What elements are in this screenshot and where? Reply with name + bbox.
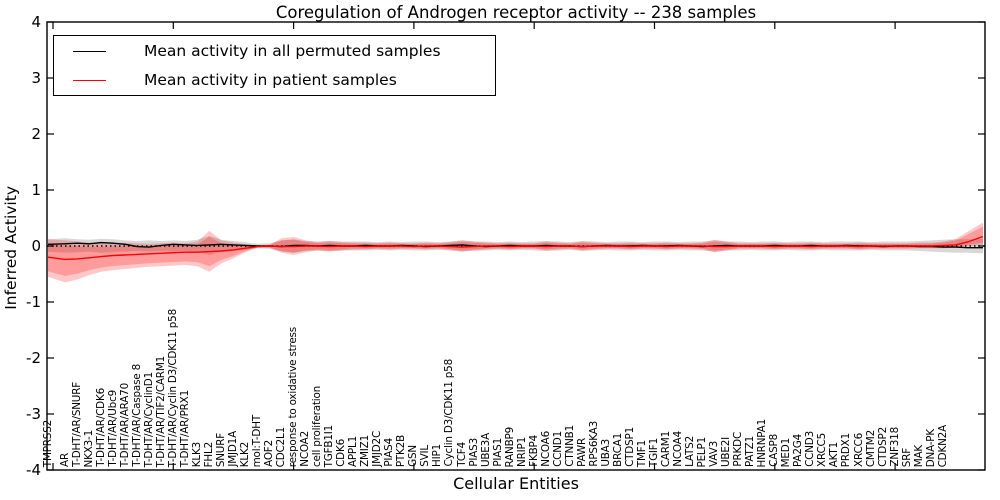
xtick-label: SRF bbox=[900, 447, 913, 467]
xtick-label: CTDSP1 bbox=[623, 427, 636, 467]
patient-samples-band bbox=[48, 222, 983, 283]
xtick-label: XRCC6 bbox=[852, 433, 865, 467]
ytick-label: -2 bbox=[26, 349, 41, 367]
chart-title: Coregulation of Androgen receptor activi… bbox=[275, 3, 757, 22]
permuted-samples-band bbox=[48, 235, 983, 255]
xtick-label: FHL2 bbox=[202, 441, 215, 467]
legend-entry-patient: Mean activity in patient samples bbox=[54, 66, 495, 95]
permuted-mean-line bbox=[47, 241, 983, 249]
ytick-label: -3 bbox=[26, 405, 41, 423]
legend-line-permuted-icon bbox=[73, 50, 106, 52]
xtick-label: UBE3A bbox=[479, 432, 492, 467]
xtick-label: RANBP9 bbox=[503, 426, 516, 467]
legend-entry-permuted: Mean activity in all permuted samples bbox=[54, 37, 495, 66]
xtick-label: TMPRSS2 bbox=[41, 419, 54, 467]
x-axis-label: Cellular Entities bbox=[453, 474, 579, 493]
ytick-label: 0 bbox=[31, 237, 41, 255]
xtick-label: DNA-PK bbox=[924, 428, 937, 467]
legend-line-patient-icon bbox=[73, 79, 106, 81]
xtick-label: UBA3 bbox=[599, 439, 612, 467]
xtick-label: JMJD1A bbox=[226, 431, 239, 467]
xtick-label: AR bbox=[58, 453, 71, 467]
ytick-label: 2 bbox=[31, 125, 41, 143]
xtick-label: PRDX1 bbox=[840, 432, 853, 467]
xtick-label: CCND1 bbox=[551, 431, 564, 467]
xtick-label: ZNF318 bbox=[888, 427, 901, 467]
xtick-label: MAK bbox=[912, 444, 925, 467]
xtick-label: CMTM2 bbox=[864, 429, 877, 467]
xtick-label: PAWR bbox=[575, 438, 588, 467]
xtick-label: PIAS3 bbox=[467, 438, 480, 467]
xtick-label: TCF4 bbox=[455, 442, 468, 467]
ytick-label: 4 bbox=[31, 13, 41, 31]
xtick-label: T-DHT/AR/TIF2/CARM1 bbox=[154, 355, 167, 468]
xtick-label: CTDSP2 bbox=[876, 427, 889, 467]
ytick-label: 1 bbox=[31, 181, 41, 199]
xtick-label: SNURF bbox=[214, 432, 227, 467]
xtick-label: T-DHT/AR/CyclinD1 bbox=[142, 371, 155, 467]
xtick-label: CDKN2A bbox=[936, 424, 949, 467]
patient-samples-band-inner bbox=[48, 226, 983, 276]
legend: Mean activity in all permuted samples Me… bbox=[53, 35, 496, 96]
xtick-label: NCOA6 bbox=[539, 431, 552, 467]
xtick-label: CTNNB1 bbox=[563, 425, 576, 467]
xtick-label: RPS6KA3 bbox=[587, 421, 600, 467]
xtick-label: T-DHT/AR/Ubc9 bbox=[106, 390, 119, 467]
xtick-label: KLK3 bbox=[190, 441, 203, 467]
patient-mean-line bbox=[47, 235, 984, 261]
xtick-label: T-DHT/AR/SNURF bbox=[70, 381, 83, 467]
ytick-label: -1 bbox=[26, 293, 41, 311]
xtick-label: BRCA1 bbox=[611, 433, 624, 467]
xtick-label: T-DHT/AR/Caspase 8 bbox=[130, 364, 143, 467]
xtick-label: T-DHT/AR/ARA70 bbox=[118, 382, 131, 467]
xtick-label: FKBP4 bbox=[527, 435, 540, 467]
xtick-label: T-DHT/AR/PRX1 bbox=[178, 389, 191, 467]
ytick-label: 3 bbox=[31, 69, 41, 87]
xtick-label: Cyclin D3/CDK11 p58 bbox=[443, 359, 456, 467]
xtick-label: NKX3-1 bbox=[82, 429, 95, 467]
legend-label-patient: Mean activity in patient samples bbox=[144, 71, 397, 89]
legend-label-permuted: Mean activity in all permuted samples bbox=[144, 42, 441, 60]
ytick-label: -4 bbox=[26, 461, 41, 479]
xtick-label: T-DHT/AR/CDK6 bbox=[94, 388, 107, 467]
xtick-label: NRIP1 bbox=[515, 437, 528, 467]
xtick-label: PIAS1 bbox=[491, 438, 504, 467]
xtick-label: T-DHT/AR/Cyclin D3/CDK11 p58 bbox=[166, 308, 179, 467]
